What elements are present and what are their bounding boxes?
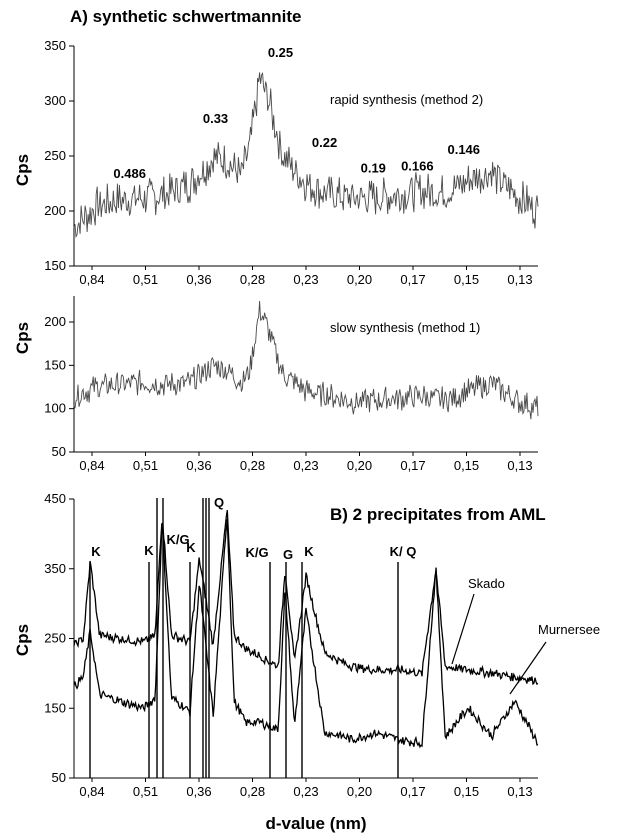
mineral-label: K/G [166, 532, 189, 547]
mineral-label: G [283, 547, 293, 562]
x-tick-label: 0,28 [240, 458, 265, 473]
series-line-skado [73, 510, 539, 686]
x-tick-label: 0,15 [454, 458, 479, 473]
x-tick-label: 0,13 [507, 784, 532, 799]
y-axis-label: Cps [13, 624, 32, 656]
y-tick-label: 450 [44, 491, 66, 506]
x-tick-label: 0,51 [133, 458, 158, 473]
mineral-label: K [91, 544, 101, 559]
series-label: rapid synthesis (method 2) [330, 92, 483, 107]
y-axis-label: Cps [13, 154, 32, 186]
x-tick-label: 0,15 [454, 784, 479, 799]
panel-a-rapid: A) synthetic schwertmannite Cps rapid sy… [13, 7, 539, 287]
x-tick-label: 0,28 [240, 784, 265, 799]
murnersee-leader-line [509, 641, 547, 695]
y-tick-label: 300 [44, 93, 66, 108]
x-axis-label: d-value (nm) [265, 814, 366, 833]
x-tick-label: 0,20 [347, 458, 372, 473]
panel-b: B) 2 precipitates from AML Cps Skado Mur… [13, 491, 600, 799]
mineral-label: K/G [245, 545, 268, 560]
panel-a-slow: Cps slow synthesis (method 1) 50 100 150 20… [13, 296, 539, 473]
x-tick-label: 0,51 [133, 272, 158, 287]
y-tick-label: 200 [44, 314, 66, 329]
peak-label: 0.166 [401, 158, 434, 173]
series-label: slow synthesis (method 1) [330, 320, 480, 335]
mineral-label: K [186, 540, 196, 555]
x-tick-label: 0,23 [293, 458, 318, 473]
y-tick-label: 350 [44, 38, 66, 53]
y-tick-label: 100 [44, 401, 66, 416]
x-tick-label: 0,36 [186, 784, 211, 799]
x-tick-label: 0,51 [133, 784, 158, 799]
mineral-label: K/ Q [390, 544, 417, 559]
series-line-murnersee [73, 519, 539, 749]
skado-leader-line [451, 593, 475, 665]
x-tick-label: 0,15 [454, 272, 479, 287]
series-label-skado: Skado [468, 576, 505, 591]
mineral-label: Q [214, 495, 224, 510]
y-tick-label: 250 [44, 631, 66, 646]
x-tick-label: 0,36 [186, 458, 211, 473]
series-label-murnersee: Murnersee [538, 622, 600, 637]
x-tick-label: 0,36 [186, 272, 211, 287]
peak-label: 0.25 [268, 45, 293, 60]
y-tick-label: 50 [52, 770, 66, 785]
y-tick-label: 200 [44, 203, 66, 218]
y-tick-label: 150 [44, 357, 66, 372]
y-tick-label: 350 [44, 561, 66, 576]
y-tick-label: 150 [44, 258, 66, 273]
x-tick-label: 0,13 [507, 458, 532, 473]
peak-label: 0.486 [113, 166, 146, 181]
chart-title: A) synthetic schwertmannite [70, 7, 301, 26]
x-tick-label: 0,84 [79, 458, 104, 473]
peak-label: 0.146 [447, 142, 480, 157]
y-tick-label: 250 [44, 148, 66, 163]
y-tick-label: 150 [44, 700, 66, 715]
series-line-rapid-synthesis-method-2- [73, 72, 539, 239]
x-tick-label: 0,23 [293, 272, 318, 287]
peak-label: 0.22 [312, 135, 337, 150]
x-tick-label: 0,23 [293, 784, 318, 799]
peak-label: 0.33 [203, 111, 228, 126]
series-line-slow-synthesis-method-1- [73, 300, 539, 420]
x-tick-label: 0,13 [507, 272, 532, 287]
x-tick-label: 0,17 [400, 458, 425, 473]
x-tick-label: 0,84 [79, 784, 104, 799]
x-tick-label: 0,17 [400, 784, 425, 799]
chart-title: B) 2 precipitates from AML [330, 505, 546, 524]
y-tick-label: 50 [52, 444, 66, 459]
y-axis-label: Cps [13, 322, 32, 354]
x-tick-label: 0,28 [240, 272, 265, 287]
peak-label: 0.19 [361, 161, 386, 176]
x-tick-label: 0,20 [347, 784, 372, 799]
x-tick-label: 0,20 [347, 272, 372, 287]
mineral-label: K [144, 543, 154, 558]
x-tick-label: 0,17 [400, 272, 425, 287]
mineral-label: K [304, 544, 314, 559]
x-tick-label: 0,84 [79, 272, 104, 287]
